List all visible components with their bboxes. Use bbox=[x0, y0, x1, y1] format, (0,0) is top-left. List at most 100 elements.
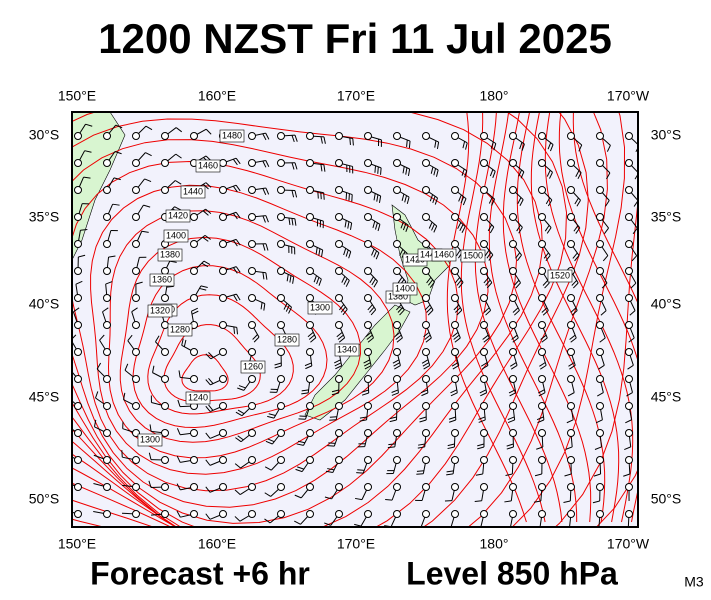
barb-station bbox=[596, 510, 604, 518]
barb-feather bbox=[124, 363, 129, 371]
contour-label-bg bbox=[392, 282, 418, 296]
barb-feather bbox=[417, 446, 425, 449]
barb-feather bbox=[538, 392, 546, 397]
barb-feather bbox=[233, 326, 236, 334]
barb-feather bbox=[205, 513, 211, 520]
barb-feather bbox=[205, 405, 211, 412]
barb-station bbox=[190, 348, 198, 356]
barb-feather bbox=[135, 281, 143, 285]
barb-feather bbox=[428, 221, 433, 229]
barb-station bbox=[596, 267, 604, 275]
contour-label: 1440 bbox=[183, 186, 203, 196]
barb-station bbox=[625, 348, 633, 356]
barb-feather bbox=[364, 365, 372, 370]
barb-feather bbox=[294, 218, 297, 226]
barb-feather bbox=[131, 307, 138, 313]
barb-station bbox=[335, 240, 343, 248]
barb-station bbox=[190, 132, 198, 140]
barb-feather bbox=[394, 365, 401, 370]
barb-feather bbox=[423, 331, 430, 338]
barb-station bbox=[74, 456, 82, 464]
barb-feather bbox=[205, 459, 211, 466]
barb-station bbox=[480, 483, 488, 491]
barb-station bbox=[74, 240, 82, 248]
barb-feather bbox=[347, 221, 350, 229]
barb-feather bbox=[292, 276, 295, 284]
barb-feather bbox=[630, 282, 637, 289]
barb-station bbox=[132, 132, 140, 140]
barb-feather bbox=[380, 167, 382, 175]
barb-station bbox=[248, 348, 256, 356]
barb-feather bbox=[361, 392, 369, 396]
barb-feather bbox=[575, 170, 580, 177]
barb-feather bbox=[537, 419, 545, 424]
barb-station bbox=[103, 267, 111, 275]
barb-feather bbox=[478, 419, 486, 423]
barb-station bbox=[625, 186, 633, 194]
barb-feather bbox=[371, 248, 375, 256]
barb-feather bbox=[493, 143, 497, 151]
barb-feather bbox=[84, 150, 92, 153]
barb-station bbox=[248, 510, 256, 518]
barb-feather bbox=[374, 165, 377, 173]
barb-station bbox=[422, 267, 430, 275]
barb-feather bbox=[367, 304, 373, 311]
contour bbox=[72, 139, 489, 508]
barb-feather bbox=[534, 473, 542, 477]
barb-feather bbox=[544, 282, 550, 289]
barb-feather bbox=[391, 392, 399, 396]
barb-feather bbox=[356, 472, 364, 474]
product-code: M3 bbox=[684, 574, 704, 590]
barb-feather bbox=[577, 172, 582, 180]
barb-feather bbox=[483, 307, 490, 313]
barb-station bbox=[74, 402, 82, 410]
barb-station bbox=[567, 456, 575, 464]
barb-feather bbox=[424, 334, 431, 340]
barb-station bbox=[74, 213, 82, 221]
barb-station bbox=[509, 402, 517, 410]
barb-feather bbox=[200, 285, 208, 289]
barb-feather bbox=[425, 337, 432, 343]
barb-station bbox=[219, 186, 227, 194]
right-lat-label: 45°S bbox=[651, 389, 682, 405]
barb-station bbox=[219, 267, 227, 275]
barb-feather bbox=[601, 282, 608, 289]
barb-feather bbox=[264, 492, 271, 497]
barb-feather bbox=[519, 199, 524, 207]
barb-station bbox=[596, 159, 604, 167]
barb-station bbox=[219, 159, 227, 167]
barb-station bbox=[74, 159, 82, 167]
barb-feather bbox=[515, 252, 521, 259]
barb-station bbox=[277, 159, 285, 167]
barb-feather bbox=[338, 337, 345, 343]
barb-feather bbox=[205, 432, 211, 439]
barb-feather bbox=[478, 416, 486, 420]
barb-feather bbox=[541, 337, 548, 343]
barb-feather bbox=[436, 141, 440, 150]
barb-feather bbox=[265, 187, 270, 195]
barb-station bbox=[335, 402, 343, 410]
barb-feather bbox=[505, 473, 513, 477]
barb-feather bbox=[205, 182, 212, 188]
barb-station bbox=[364, 267, 372, 275]
barb-feather bbox=[343, 278, 348, 285]
barb-station bbox=[248, 213, 256, 221]
barb-station bbox=[132, 294, 140, 302]
barb-station bbox=[538, 267, 546, 275]
barb-station bbox=[480, 132, 488, 140]
barb-feather bbox=[429, 281, 435, 289]
barb-station bbox=[190, 429, 198, 437]
barb-station bbox=[567, 321, 575, 329]
contour bbox=[107, 210, 395, 459]
barb-station bbox=[451, 132, 459, 140]
barb-feather bbox=[451, 362, 459, 367]
barb-feather bbox=[307, 331, 314, 338]
barb-station bbox=[103, 186, 111, 194]
barb-feather bbox=[397, 307, 404, 313]
barb-station bbox=[509, 321, 517, 329]
barb-station bbox=[161, 429, 169, 437]
barb-feather bbox=[397, 276, 403, 284]
barb-station bbox=[248, 240, 256, 248]
barb-feather bbox=[205, 208, 212, 215]
contour-label-bg bbox=[431, 248, 457, 262]
